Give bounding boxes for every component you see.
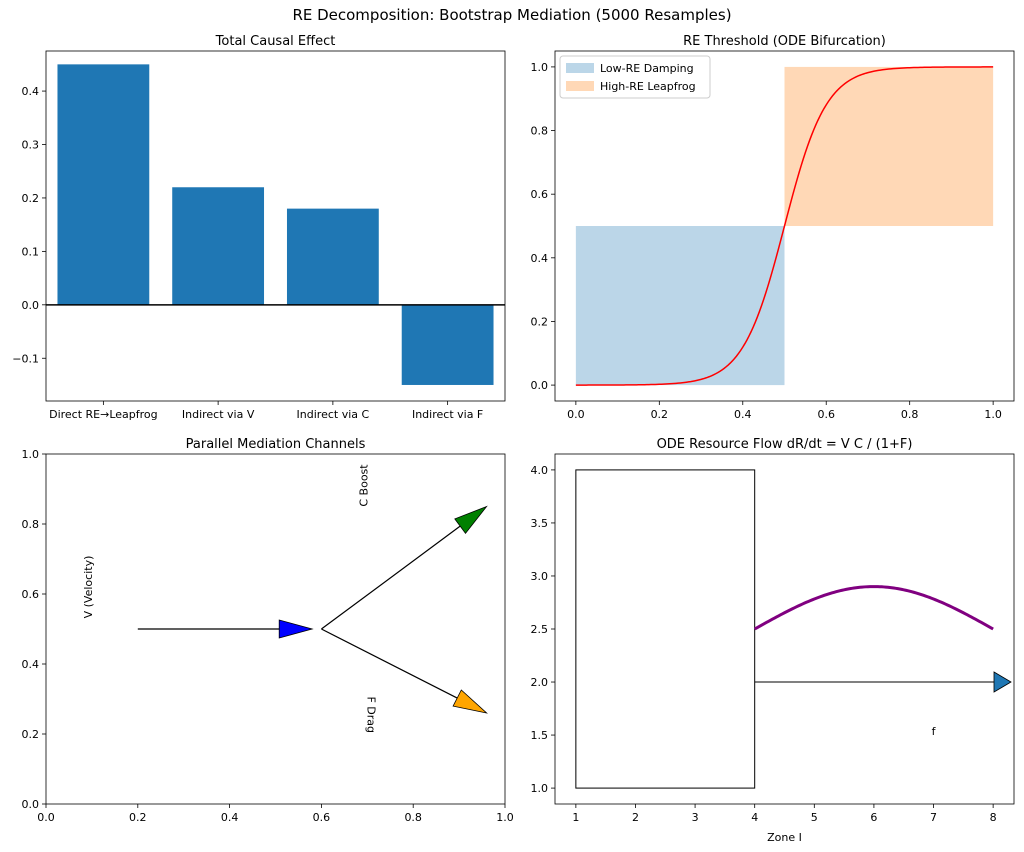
f-drag-arrow-shaft — [321, 628, 458, 699]
x-tick-label: 4 — [751, 811, 758, 824]
c-boost-arrow-shaft — [321, 525, 461, 630]
y-tick-label: 0.6 — [531, 188, 549, 201]
y-tick-label: 0.8 — [22, 518, 40, 531]
threshold-curve — [575, 66, 994, 386]
y-tick-label: 0.2 — [531, 315, 549, 328]
legend-swatch — [566, 63, 594, 73]
x-tick-label: 0.8 — [901, 408, 919, 421]
y-tick-label: 0.1 — [22, 245, 40, 258]
x-axis-label: Zone I — [767, 831, 802, 844]
x-tick-label: Indirect via C — [297, 408, 370, 421]
channel-label: F Drag — [364, 696, 377, 733]
panel-title: RE Threshold (ODE Bifurcation) — [683, 34, 886, 49]
y-tick-label: 1.0 — [531, 61, 549, 74]
y-tick-label: 0.2 — [22, 728, 40, 741]
x-tick-label: 1 — [572, 811, 579, 824]
x-tick-label: 3 — [692, 811, 699, 824]
channel-label: V (Velocity) — [82, 556, 95, 619]
y-tick-label: 3.5 — [531, 517, 549, 530]
panel-title: ODE Resource Flow dR/dt = V C / (1+F) — [657, 437, 913, 452]
y-tick-label: 0.0 — [22, 798, 40, 811]
y-tick-label: 1.0 — [531, 782, 549, 795]
figure-title: RE Decomposition: Bootstrap Mediation (5… — [292, 6, 732, 24]
legend-frame — [559, 55, 711, 99]
y-tick-label: 0.0 — [22, 299, 40, 312]
axes-frame — [45, 453, 506, 805]
x-tick-label: 0.2 — [129, 811, 147, 824]
x-tick-label: 0.6 — [817, 408, 835, 421]
region-high-re-leapfrog — [784, 66, 994, 226]
y-tick-label: 0.4 — [22, 85, 40, 98]
legend-label: Low-RE Damping — [600, 62, 694, 75]
channel-label: C Boost — [357, 464, 370, 507]
y-tick-label: 2.5 — [531, 623, 549, 636]
x-tick-label: 0.8 — [404, 811, 422, 824]
y-tick-label: 0.0 — [531, 379, 549, 392]
x-tick-label: 0.2 — [651, 408, 669, 421]
y-tick-label: 1.5 — [531, 729, 549, 742]
region-low-re-damping — [575, 226, 785, 386]
panel-title: Total Causal Effect — [215, 34, 336, 49]
y-tick-label: 0.8 — [531, 125, 549, 138]
flow-label: f — [932, 725, 937, 738]
y-tick-label: 2.0 — [531, 676, 549, 689]
x-tick-label: 5 — [811, 811, 818, 824]
legend: Low-RE Damping High-RE Leapfrog — [559, 55, 711, 99]
x-tick-label: Direct RE→Leapfrog — [49, 408, 158, 421]
x-tick-label: 0.0 — [37, 811, 55, 824]
x-tick-label: Indirect via V — [182, 408, 255, 421]
y-tick-label: 0.2 — [22, 192, 40, 205]
x-tick-label: 1.0 — [496, 811, 514, 824]
panel-total-causal-effect: Direct RE→Leapfrog Indirect via V Indirect… — [12, 34, 506, 421]
x-tick-label: 0.0 — [567, 408, 585, 421]
legend-label: High-RE Leapfrog — [600, 80, 696, 93]
flow-arrow-head — [993, 671, 1012, 693]
bar — [57, 64, 150, 305]
panel-ode-resource-flow: f 1 2 3 4 5 6 7 8 1.0 1.5 2.0 2.5 3.0 3.5 4.0 Zone I ODE … — [531, 437, 1015, 844]
y-tick-label: 4.0 — [531, 464, 549, 477]
panel-title: Parallel Mediation Channels — [186, 437, 366, 452]
axes-frame — [554, 50, 1015, 402]
y-tick-label: −0.1 — [12, 352, 39, 365]
y-tick-label: 0.4 — [531, 252, 549, 265]
axes-frame — [45, 50, 506, 402]
y-tick-label: 0.3 — [22, 139, 40, 152]
resource-curve — [753, 585, 994, 631]
y-tick-label: 0.6 — [22, 588, 40, 601]
x-tick-label: 8 — [990, 811, 997, 824]
bar — [172, 187, 265, 305]
c-boost-arrow-head — [454, 505, 488, 535]
x-tick-label: 0.4 — [734, 408, 752, 421]
y-tick-label: 3.0 — [531, 570, 549, 583]
x-tick-label: 2 — [632, 811, 639, 824]
x-tick-label: Indirect via F — [412, 408, 483, 421]
x-tick-label: 0.6 — [313, 811, 331, 824]
axes-frame — [554, 453, 1015, 805]
x-tick-label: 1.0 — [984, 408, 1002, 421]
zone-box — [575, 469, 756, 789]
bar — [286, 208, 379, 305]
bar — [401, 304, 494, 385]
x-tick-label: 6 — [870, 811, 877, 824]
legend-swatch — [566, 81, 594, 91]
panel-re-threshold: 0.0 0.2 0.4 0.6 0.8 1.0 0.0 0.2 0.4 0.6 0.8 1.0 RE T… — [531, 34, 1015, 421]
panel-parallel-mediation: V (Velocity) C Boost F Drag 0.0 0.2 0.4 0.6 0.8… — [22, 437, 514, 824]
f-drag-arrow-head — [452, 689, 488, 714]
x-tick-label: 0.4 — [221, 811, 239, 824]
y-tick-label: 0.4 — [22, 658, 40, 671]
velocity-arrow-head — [278, 619, 314, 639]
x-tick-label: 7 — [930, 811, 937, 824]
y-tick-label: 1.0 — [22, 448, 40, 461]
